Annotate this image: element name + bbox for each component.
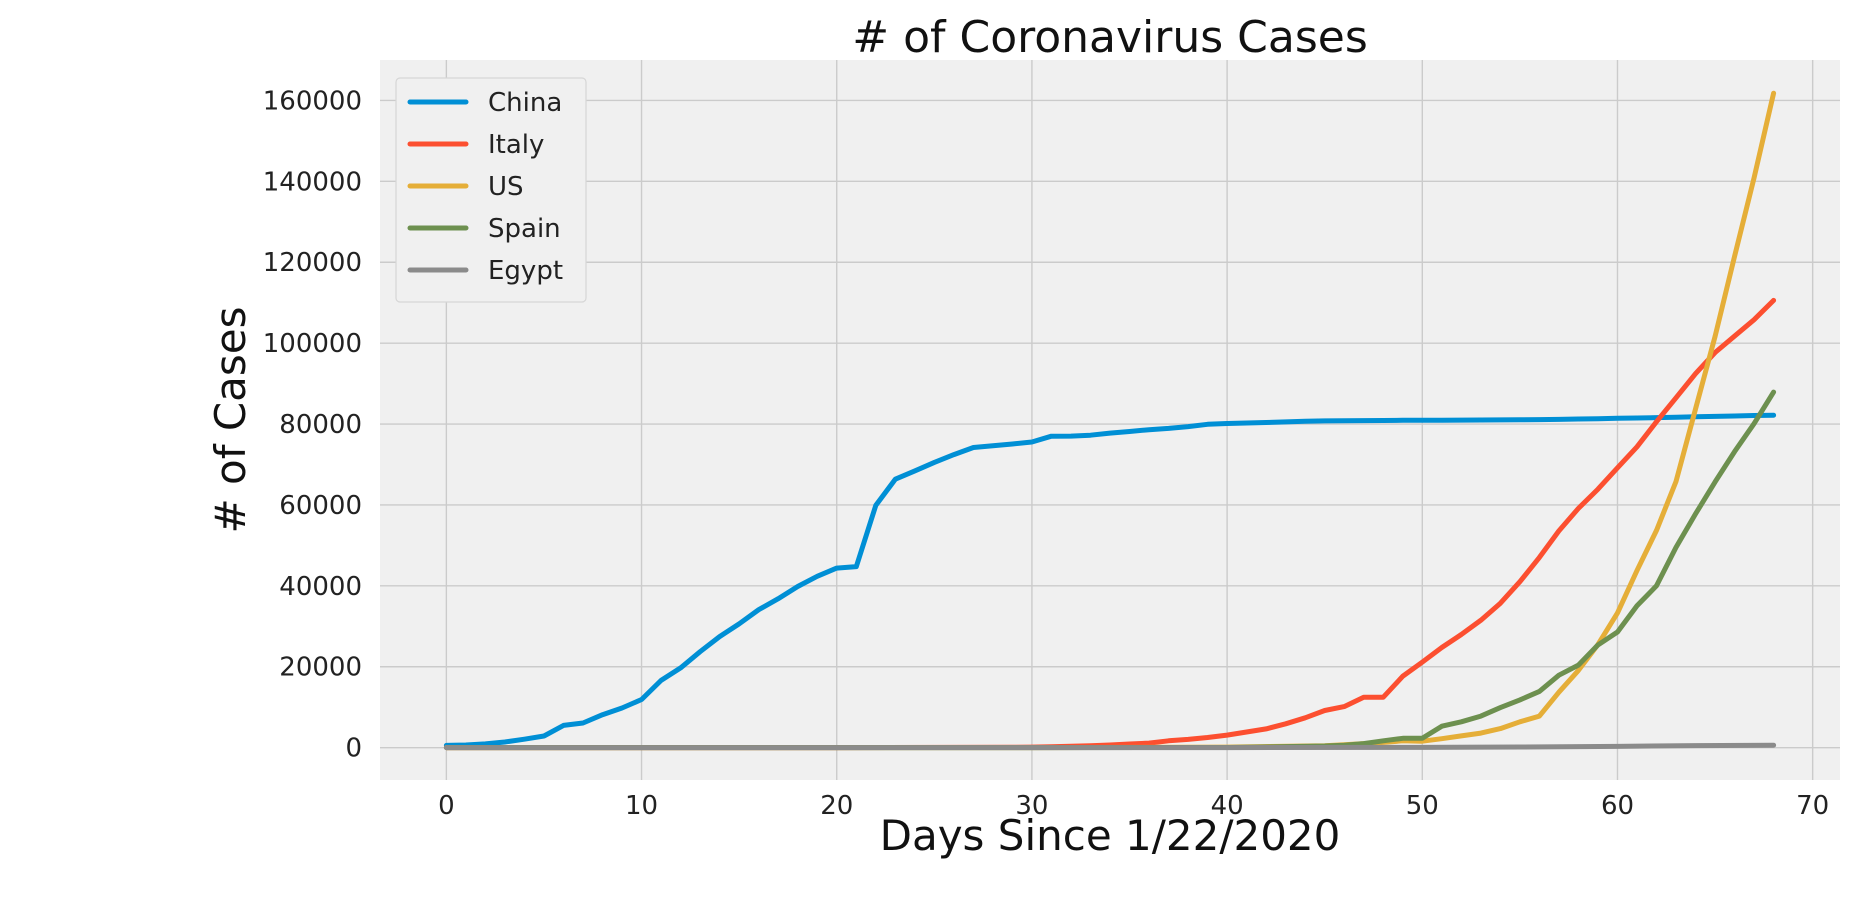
series-lines — [443, 90, 1777, 751]
y-tick-label: 40000 — [279, 572, 362, 602]
legend-label: Egypt — [488, 256, 563, 286]
y-tick-label: 60000 — [279, 491, 362, 521]
x-tick-label: 30 — [1015, 791, 1048, 821]
x-tick-label: 10 — [625, 791, 658, 821]
legend-label: China — [488, 88, 562, 118]
tick-labels: 0 10 20 30 40 50 60 70 0 20000 40000 60000 80000 1000… — [263, 86, 1829, 821]
y-tick-label: 120000 — [263, 248, 362, 278]
y-tick-label: 0 — [345, 734, 362, 764]
legend-label: Spain — [488, 214, 561, 244]
x-tick-label: 40 — [1211, 791, 1244, 821]
y-axis-label: # of Cases — [206, 306, 255, 533]
y-tick-label: 160000 — [263, 86, 362, 116]
legend-box — [395, 77, 587, 303]
y-tick-label: 80000 — [279, 410, 362, 440]
chart-title: # of Coronavirus Cases — [852, 12, 1368, 63]
x-tick-label: 20 — [820, 791, 853, 821]
legend: China Italy US Spain Egypt — [395, 77, 587, 303]
x-tick-label: 70 — [1796, 791, 1829, 821]
x-tick-label: 60 — [1601, 791, 1634, 821]
legend-label: US — [488, 172, 524, 202]
legend-label: Italy — [488, 130, 544, 160]
y-tick-label: 100000 — [263, 329, 362, 359]
x-axis-label: Days Since 1/22/2020 — [880, 811, 1341, 860]
x-tick-label: 0 — [438, 791, 455, 821]
series-line-china — [443, 412, 1777, 748]
y-tick-label: 140000 — [263, 167, 362, 197]
y-tick-label: 20000 — [279, 653, 362, 683]
x-tick-label: 50 — [1406, 791, 1439, 821]
series-line-egypt — [443, 742, 1777, 751]
